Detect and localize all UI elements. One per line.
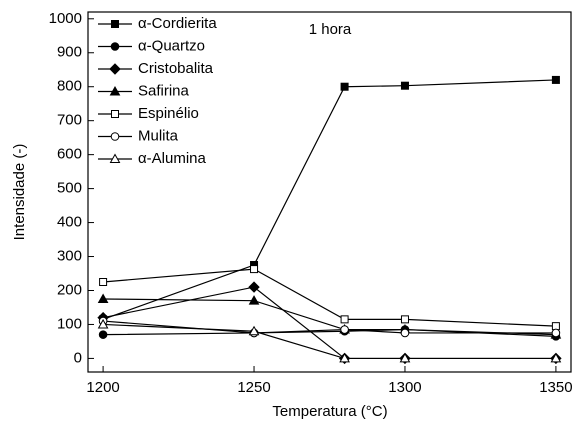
data-point [551,322,560,331]
legend-label: Espinélio [138,105,199,122]
data-point [98,330,108,339]
y-tick-label: 600 [57,146,82,163]
legend-marker [110,42,120,51]
y-tick-label: 200 [57,281,82,298]
data-point [400,328,410,338]
data-point [400,315,409,324]
data-point [340,315,349,324]
data-point [248,325,260,336]
legend-marker [111,20,119,28]
y-tick-label: 700 [57,112,82,129]
legend-label: Cristobalita [138,60,214,77]
y-tick-label: 0 [74,349,82,366]
data-point [248,281,260,293]
x-tick-label: 1300 [388,379,421,396]
legend-marker [109,85,121,96]
y-tick-label: 300 [57,247,82,264]
legend-marker [110,132,120,141]
data-point [550,352,562,363]
y-tick-label: 1000 [49,10,82,27]
y-tick-label: 800 [57,78,82,95]
x-tick-label: 1250 [237,379,270,396]
x-tick-label: 1350 [539,379,572,396]
x-axis-label: Temperatura (°C) [272,403,387,420]
y-tick-label: 900 [57,44,82,61]
legend-label: Safirina [138,82,190,99]
legend-label: α-Quartzo [138,37,205,54]
data-point [340,82,349,91]
y-tick-label: 500 [57,180,82,197]
y-tick-label: 400 [57,214,82,231]
legend-label: α-Alumina [138,150,207,167]
data-point [248,295,260,305]
data-point [97,293,109,303]
annotation: 1 hora [309,21,352,38]
x-tick-label: 1200 [86,379,119,396]
legend-marker [111,110,119,118]
legend-label: α-Cordierita [138,15,217,32]
data-point [400,81,409,90]
data-point [339,352,350,363]
data-point [399,352,411,363]
data-point [551,75,560,84]
data-point [551,328,561,338]
data-point [340,325,349,334]
y-tick-label: 100 [57,315,82,332]
legend-marker [109,153,121,163]
plot-frame [87,11,572,373]
data-point [99,278,108,286]
series-line [103,268,556,327]
y-axis-label: Intensidade (-) [11,144,28,241]
data-point [250,265,259,274]
legend-marker [109,63,121,75]
data-point [97,318,109,329]
legend-label: Mulita [138,127,179,144]
